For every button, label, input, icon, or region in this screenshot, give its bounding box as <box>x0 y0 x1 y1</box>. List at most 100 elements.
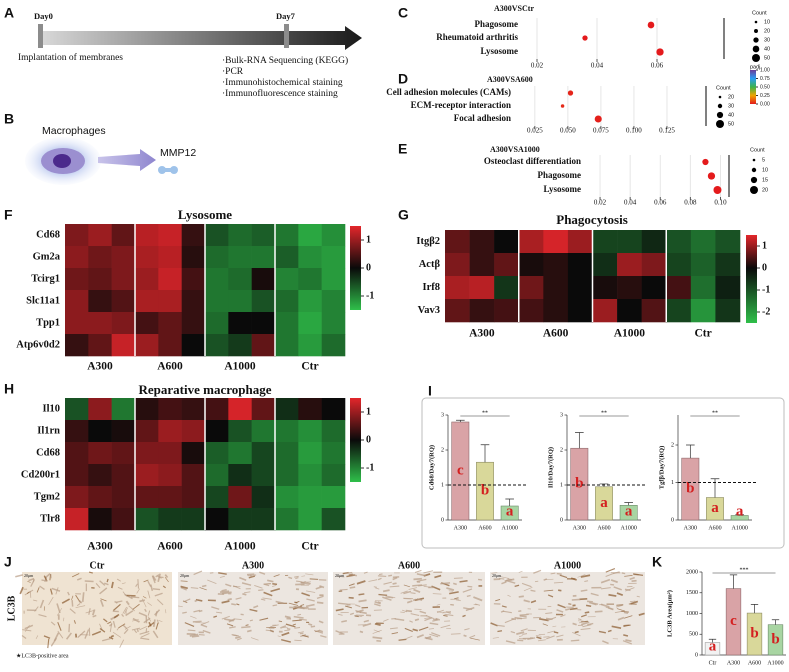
heat-cell <box>321 442 346 465</box>
colorbar-label: 0 <box>762 262 767 273</box>
legend-title: Count <box>752 10 767 16</box>
cell-stroke <box>55 587 59 595</box>
cell-stroke <box>600 578 611 584</box>
cell-stroke <box>270 624 279 628</box>
cell-stroke <box>301 575 306 577</box>
cell-stroke <box>281 631 290 637</box>
cell-stroke <box>91 609 96 616</box>
heat-cell <box>88 508 112 531</box>
cell-stroke <box>425 635 432 640</box>
heat-cell <box>275 486 299 509</box>
cell-stroke <box>148 621 152 627</box>
row-label: Tlr8 <box>40 513 60 524</box>
cell-stroke <box>610 583 615 586</box>
heat-cell <box>205 464 229 487</box>
cell-stroke <box>546 635 555 640</box>
heat-cell <box>65 312 89 335</box>
heat-cell <box>111 224 136 247</box>
heat-cell <box>205 486 229 509</box>
cell-stroke <box>192 620 202 623</box>
heat-cell <box>88 290 112 313</box>
cell-stroke <box>110 581 114 589</box>
x-tick-label: A600 <box>478 525 491 531</box>
cell-stroke <box>362 622 372 627</box>
row-label: Tcirg1 <box>31 273 60 284</box>
y-axis-label: Cd68/Day7(RQ) <box>428 445 435 490</box>
heat-cell <box>251 268 276 291</box>
cell-stroke <box>416 634 424 639</box>
panel-label: B <box>4 111 14 127</box>
y-tick-label: 2000 <box>686 569 698 575</box>
heat-cell <box>158 464 182 487</box>
heat-cell <box>275 290 299 313</box>
heat-cell <box>135 398 159 421</box>
cell-stroke <box>613 586 622 591</box>
panel-label: E <box>398 141 407 157</box>
cell-stroke <box>235 597 242 600</box>
cell-stroke <box>530 600 537 604</box>
cell-stroke <box>132 603 140 610</box>
heat-cell <box>251 442 276 465</box>
heat-cell <box>65 224 89 247</box>
cell-stroke <box>250 637 259 641</box>
cell-stroke <box>578 621 585 624</box>
heat-cell <box>251 224 276 247</box>
heat-cell <box>135 464 159 487</box>
heat-cell <box>567 253 593 277</box>
histology-image <box>490 572 645 645</box>
timeline-arrow <box>40 26 362 50</box>
cell-stroke <box>132 617 140 623</box>
significance-letter: c <box>730 613 737 629</box>
colorbar-label: 0.75 <box>760 76 770 82</box>
cell-stroke <box>232 634 238 637</box>
heat-cell <box>228 464 252 487</box>
heat-cell <box>65 398 89 421</box>
cell-stroke <box>523 586 533 592</box>
heat-cell <box>228 224 252 247</box>
y-tick-label: 0 <box>560 517 563 523</box>
cell-stroke <box>121 613 125 617</box>
heat-cell <box>158 442 182 465</box>
cell-stroke <box>470 637 480 641</box>
cell-stroke <box>198 609 203 613</box>
cell-stroke <box>165 609 167 614</box>
cell-stroke <box>584 611 590 614</box>
heat-cell <box>641 276 667 300</box>
legend-title: Count <box>716 85 731 91</box>
heat-cell <box>666 276 692 300</box>
heat-cell <box>205 398 229 421</box>
heat-cell <box>275 246 299 269</box>
y-tick-label: 1000 <box>686 611 698 617</box>
heat-cell <box>88 334 112 357</box>
cell-stroke <box>602 640 609 645</box>
heat-cell <box>205 508 229 531</box>
cell-stroke <box>559 574 568 579</box>
term-label: Focal adhesion <box>454 113 511 123</box>
heat-cell <box>65 246 89 269</box>
cell-stroke <box>413 588 421 594</box>
cell-stroke <box>294 639 302 642</box>
dot <box>702 158 709 166</box>
cell-stroke <box>623 615 633 619</box>
cell-stroke <box>191 635 200 638</box>
heat-cell <box>494 230 520 254</box>
heat-cell <box>275 508 299 531</box>
image-label: A300 <box>242 560 264 571</box>
heat-cell <box>494 299 520 323</box>
cell-stroke <box>538 639 546 642</box>
cell-stroke <box>35 635 39 640</box>
cell-stroke <box>504 618 515 624</box>
cell-stroke <box>535 635 542 637</box>
cell-stroke <box>412 598 417 602</box>
cell-stroke <box>377 575 387 578</box>
chart-title: Lysosome <box>178 207 232 222</box>
heat-cell <box>205 268 229 291</box>
cell-stroke <box>547 594 554 598</box>
heat-cell <box>135 246 159 269</box>
cell-stroke <box>294 601 298 604</box>
cell-stroke <box>306 598 315 602</box>
cell-stroke <box>219 590 230 594</box>
cell-stroke <box>293 615 304 619</box>
cell-stroke <box>301 634 309 638</box>
cell-stroke <box>510 631 516 634</box>
